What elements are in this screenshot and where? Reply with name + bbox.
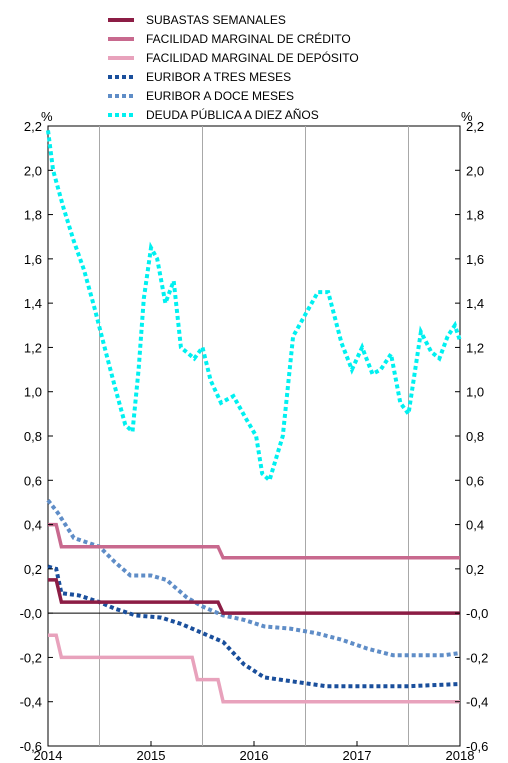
series-line: [48, 578, 460, 615]
y-tick-label-right: 1,6: [466, 252, 484, 267]
legend-label: SUBASTAS SEMANALES: [146, 13, 286, 27]
y-tick-label-left: 1,0: [24, 385, 42, 400]
y-tick-label-left: 1,6: [24, 252, 42, 267]
x-axis: 2014 2015 2016 2017 2018: [34, 741, 475, 763]
y-tick-label-left: 1,2: [24, 340, 42, 355]
series-line: [46, 130, 462, 484]
y-tick-label-right: -0,4: [466, 695, 488, 710]
y-axis-left: 2,2 2,0 1,8 1,6 1,4 1,2 1,0 0,8 0,6 0,4 0,2 -0,0 -0,…: [20, 119, 53, 754]
y-tick-label-left: -0,0: [20, 606, 42, 621]
y-tick-label-right: 2,0: [466, 163, 484, 178]
y-tick-label-left: 0,6: [24, 473, 42, 488]
y-tick-label-right: -0,6: [466, 739, 488, 754]
legend-label: FACILIDAD MARGINAL DE CRÉDITO: [146, 31, 351, 46]
series-line: [48, 522, 460, 560]
y-tick-label-left: 0,4: [24, 518, 42, 533]
legend-label: EURIBOR A DOCE MESES: [146, 89, 294, 103]
series-layer: [46, 130, 462, 704]
x-tick-label: 2018: [446, 748, 475, 763]
y-tick-label-right: 1,8: [466, 208, 484, 223]
y-unit-right: %: [461, 109, 473, 124]
y-tick-label-left: -0,2: [20, 650, 42, 665]
y-tick-label-left: -0,6: [20, 739, 42, 754]
legend-label: FACILIDAD MARGINAL DE DEPÓSITO: [146, 50, 359, 65]
legend: SUBASTAS SEMANALES FACILIDAD MARGINAL DE …: [108, 13, 359, 122]
y-tick-label-right: 1,2: [466, 340, 484, 355]
x-tick-label: 2017: [343, 748, 372, 763]
y-tick-label-right: 2,2: [466, 119, 484, 134]
y-tick-label-right: 1,4: [466, 296, 484, 311]
y-tick-label-left: 2,2: [24, 119, 42, 134]
gridlines: [99, 126, 409, 746]
plot-area: [47, 125, 461, 747]
series-line: [47, 564, 461, 689]
plot-frame: [47, 125, 461, 747]
y-tick-label-right: 0,8: [466, 429, 484, 444]
y-tick-label-left: 0,8: [24, 429, 42, 444]
y-tick-label-right: 1,0: [466, 385, 484, 400]
series-line: [46, 498, 461, 658]
y-tick-label-right: -0,0: [466, 606, 488, 621]
y-tick-label-right: -0,2: [466, 650, 488, 665]
x-tick-label: 2016: [240, 748, 269, 763]
series-line: [48, 633, 460, 704]
y-tick-label-right: 0,2: [466, 562, 484, 577]
y-tick-label-left: 1,4: [24, 296, 42, 311]
y-tick-label-right: 0,4: [466, 518, 484, 533]
y-unit-left: %: [41, 109, 53, 124]
y-tick-label-left: -0,4: [20, 695, 42, 710]
y-tick-label-right: 0,6: [466, 473, 484, 488]
x-tick-label: 2015: [137, 748, 166, 763]
legend-label: DEUDA PÚBLICA A DIEZ AÑOS: [146, 107, 319, 122]
y-tick-label-left: 1,8: [24, 208, 42, 223]
y-tick-label-left: 2,0: [24, 163, 42, 178]
y-tick-label-left: 0,2: [24, 562, 42, 577]
y-axis-right: 2,2 2,0 1,8 1,6 1,4 1,2 1,0 0,8 0,6 0,4 0,2 -0,0 -0,…: [455, 119, 488, 754]
x-tick-label: 2014: [34, 748, 63, 763]
legend-label: EURIBOR A TRES MESES: [146, 70, 291, 84]
